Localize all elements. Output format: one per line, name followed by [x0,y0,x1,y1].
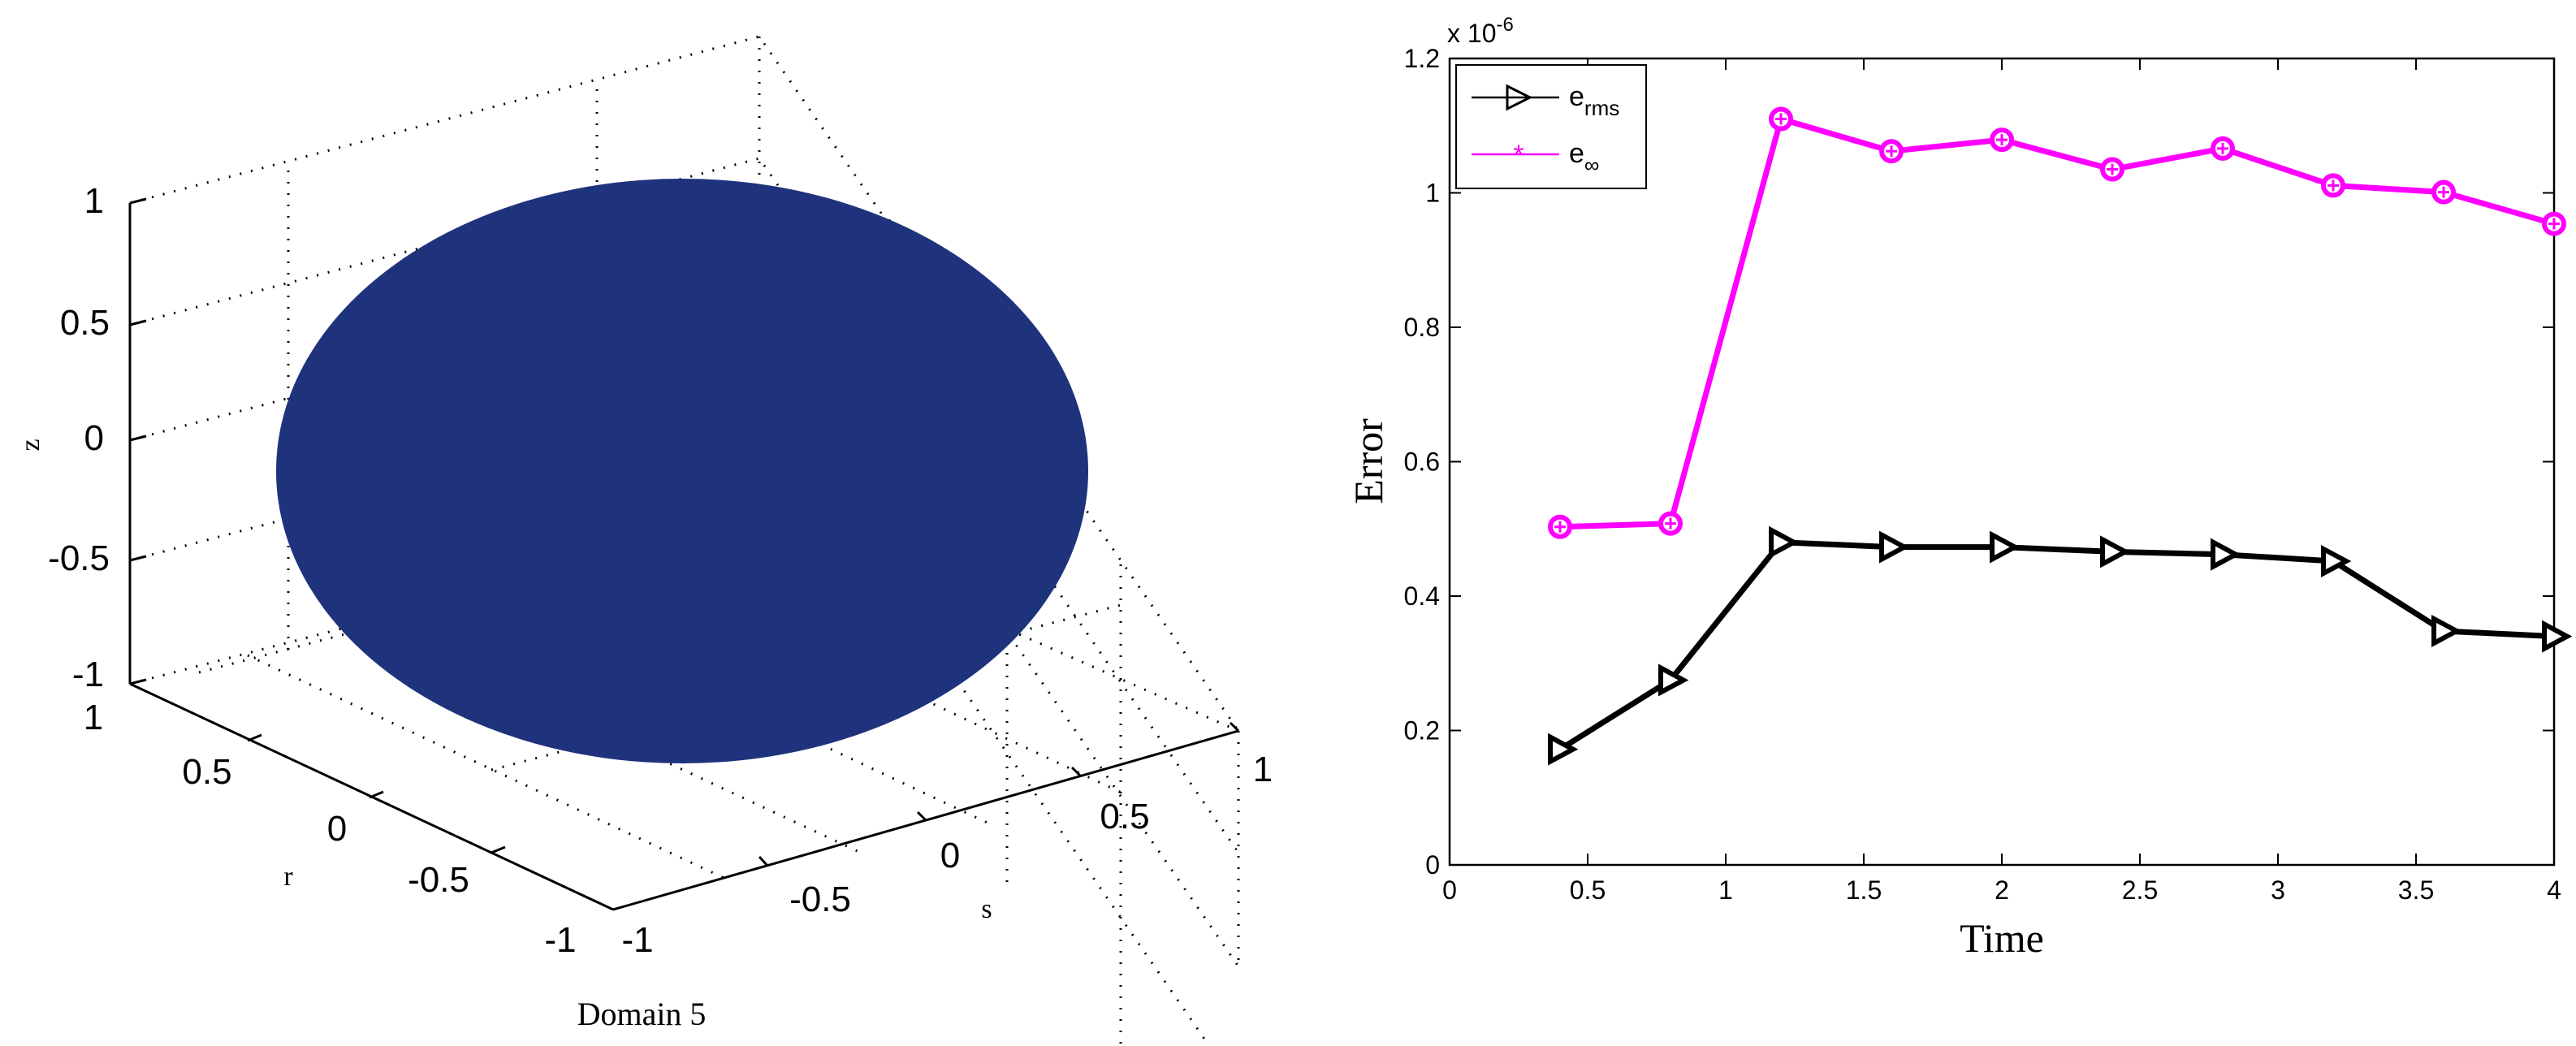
legend-box [1455,64,1647,189]
r-axis-label: r [283,862,293,892]
data-point [2321,544,2352,577]
z-tick-labels: 1 0.5 0 -0.5 -1 [48,181,110,694]
x-tick-label: 4 [2547,875,2561,905]
error-plot: 0 0.5 1 1.5 2 2.5 3 3.5 4 0 0.2 0.4 0.6 0.8 1 1.2 x 10… [1346,14,2573,961]
y-axis-label: Error [1346,418,1391,504]
z-axis-label: z [15,439,45,451]
r-tick-labels: 1 0.5 0 -0.5 -1 [84,698,577,960]
y-tick-label: 1.2 [1404,44,1440,73]
z-tick-label: 0.5 [60,303,110,343]
s-tick-label: 0.5 [1100,797,1149,836]
x-tick-label: 0 [1442,875,1457,905]
y-tick-label: 0.2 [1404,716,1440,746]
data-point [1658,663,1689,697]
y-tick-label: 0.4 [1404,581,1440,611]
legend-star-marker: * [1513,140,1524,171]
series-layer [1548,106,2573,766]
domain-plot: 1 0.5 0 -0.5 -1 1 0.5 0 -0.5 -1 -1 -0.5 … [15,35,1273,1046]
z-tick-label: -1 [72,655,104,694]
series-circle-star [1548,106,2566,539]
z-tick-label: 0 [84,418,104,458]
data-point [1990,530,2021,564]
x-tick-label: 3 [2271,875,2285,905]
legend-entry-erms: erms [1472,81,1619,120]
y-ticks: 0 0.2 0.4 0.6 0.8 1 1.2 [1404,44,2554,880]
s-tick-label: -1 [621,920,653,960]
data-point [1548,733,1579,766]
axes-3d [128,197,1240,911]
data-point [2431,615,2462,648]
figure-caption: Domain 5 [577,996,707,1032]
data-point [1769,525,1800,559]
legend-entry-einf: * e∞ [1472,138,1599,177]
r-tick-label: 1 [84,698,103,737]
x-axis-label: Time [1960,915,2044,961]
domain-surface [276,179,1088,763]
legend-label: e∞ [1569,138,1599,177]
r-tick-label: 0 [327,809,347,849]
data-point [2100,535,2131,568]
x-tick-label: 0.5 [1570,875,1606,905]
r-tick-label: -0.5 [408,860,469,900]
s-tick-label: 1 [1253,750,1273,789]
y-tick-label: 0 [1425,850,1440,880]
x-tick-label: 1.5 [1846,875,1882,905]
series-line [1559,115,2555,530]
s-tick-labels: -1 -0.5 0 0.5 1 [621,750,1273,960]
r-tick-label: -1 [544,920,576,960]
data-point [2542,620,2573,653]
data-point [1879,530,1910,564]
series-triangle-right [1548,525,2573,766]
data-point [2211,538,2241,571]
x-tick-label: 3.5 [2398,875,2434,905]
series-line [1558,539,2555,752]
y-tick-label: 1 [1425,179,1440,208]
y-tick-label: 0.8 [1404,313,1440,342]
x-tick-label: 2 [1995,875,2009,905]
s-tick-label: 0 [940,836,960,875]
z-tick-label: 1 [84,181,104,221]
x-ticks: 0 0.5 1 1.5 2 2.5 3 3.5 4 [1442,58,2561,905]
exponent-label: x 10-6 [1447,14,1514,48]
x-tick-label: 1 [1718,875,1733,905]
legend: erms * e∞ [1455,64,1647,189]
s-axis-label: s [981,894,992,924]
z-tick-label: -0.5 [48,538,110,578]
legend-label: erms [1569,81,1619,120]
legend-triangle-marker [1506,84,1533,111]
r-tick-label: 0.5 [182,752,231,792]
s-tick-label: -0.5 [789,880,851,919]
y-tick-label: 0.6 [1404,447,1440,477]
x-tick-label: 2.5 [2122,875,2158,905]
